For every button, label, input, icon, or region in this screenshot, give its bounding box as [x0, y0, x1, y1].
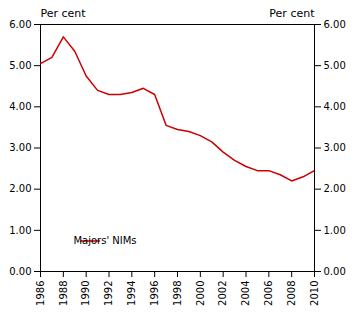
svg-text:4.00: 4.00 — [9, 101, 31, 112]
svg-text:1.00: 1.00 — [9, 225, 31, 236]
svg-text:2.00: 2.00 — [324, 183, 346, 194]
svg-text:2.00: 2.00 — [9, 183, 31, 194]
svg-text:2008: 2008 — [286, 281, 297, 306]
svg-text:3.00: 3.00 — [9, 142, 31, 153]
svg-text:1992: 1992 — [103, 281, 114, 306]
svg-text:2002: 2002 — [217, 281, 228, 306]
svg-text:6.00: 6.00 — [324, 19, 346, 30]
svg-text:1990: 1990 — [80, 281, 91, 306]
svg-text:2004: 2004 — [240, 281, 251, 306]
svg-text:0.00: 0.00 — [9, 266, 31, 277]
svg-text:1996: 1996 — [149, 281, 160, 306]
svg-text:2010: 2010 — [309, 281, 320, 306]
svg-text:6.00: 6.00 — [9, 19, 31, 30]
svg-text:Per cent: Per cent — [269, 7, 315, 20]
svg-text:0.00: 0.00 — [324, 266, 346, 277]
svg-text:1.00: 1.00 — [324, 225, 346, 236]
svg-text:1998: 1998 — [172, 281, 183, 306]
svg-text:1988: 1988 — [58, 281, 69, 306]
svg-text:2006: 2006 — [263, 281, 274, 306]
svg-text:5.00: 5.00 — [324, 60, 346, 71]
svg-text:1986: 1986 — [35, 281, 46, 306]
svg-text:1994: 1994 — [126, 281, 137, 306]
svg-text:3.00: 3.00 — [324, 142, 346, 153]
svg-text:2000: 2000 — [195, 281, 206, 306]
svg-text:4.00: 4.00 — [324, 101, 346, 112]
svg-text:5.00: 5.00 — [9, 60, 31, 71]
svg-text:Per cent: Per cent — [41, 7, 87, 20]
svg-text:Majors' NIMs: Majors' NIMs — [73, 235, 136, 246]
